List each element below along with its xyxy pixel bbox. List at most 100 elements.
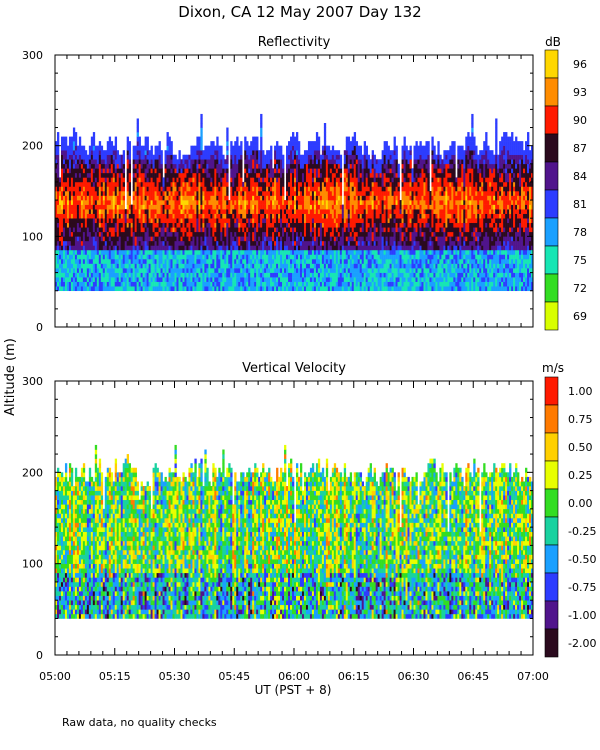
- heatmap-cell: [86, 159, 90, 165]
- heatmap-cell: [198, 163, 201, 169]
- heatmap-cell: [357, 268, 361, 273]
- heatmap-cell: [286, 200, 289, 205]
- heatmap-cell: [160, 177, 163, 183]
- heatmap-cell: [126, 141, 129, 146]
- heatmap-cell: [150, 281, 153, 287]
- heatmap-cell: [144, 209, 147, 214]
- heatmap-cell: [206, 186, 209, 192]
- heatmap-cell: [88, 186, 92, 192]
- heatmap-cell: [290, 136, 293, 142]
- heatmap-cell: [110, 249, 114, 255]
- heatmap-cell: [282, 218, 285, 224]
- heatmap-cell: [64, 177, 68, 183]
- heatmap-cell: [174, 272, 177, 278]
- heatmap-cell: [184, 181, 187, 187]
- heatmap-cell: [238, 222, 241, 228]
- heatmap-cell: [226, 249, 229, 255]
- heatmap-cell: [200, 132, 203, 137]
- heatmap-cell: [190, 272, 193, 278]
- heatmap-cell: [92, 186, 96, 192]
- heatmap-cell: [148, 177, 151, 183]
- heatmap-cell: [168, 281, 171, 287]
- heatmap-cell: [321, 245, 325, 251]
- heatmap-cell: [196, 159, 199, 165]
- heatmap-cell: [66, 227, 70, 233]
- heatmap-cell: [299, 172, 303, 178]
- heatmap-cell: [345, 168, 349, 174]
- heatmap-cell: [313, 204, 317, 210]
- heatmap-cell: [74, 141, 78, 146]
- heatmap-cell: [110, 231, 114, 237]
- heatmap-cell: [290, 186, 293, 192]
- heatmap-cell: [210, 263, 213, 269]
- heatmap-cell: [196, 177, 199, 183]
- heatmap-cell: [148, 245, 151, 251]
- heatmap-cell: [166, 227, 169, 233]
- heatmap-cell: [96, 281, 100, 287]
- heatmap-cell: [124, 245, 127, 251]
- heatmap-cell: [208, 245, 211, 251]
- heatmap-cell: [126, 245, 129, 251]
- heatmap-cell: [325, 154, 329, 160]
- heatmap-cell: [112, 268, 116, 273]
- heatmap-cell: [252, 141, 255, 146]
- heatmap-cell: [208, 181, 211, 187]
- heatmap-cell: [250, 195, 253, 201]
- heatmap-cell: [72, 209, 76, 214]
- heatmap-cell: [264, 222, 267, 228]
- heatmap-cell: [272, 227, 275, 233]
- heatmap-cell: [220, 159, 223, 165]
- heatmap-cell: [313, 200, 317, 205]
- heatmap-cell: [142, 159, 145, 165]
- heatmap-cell: [110, 218, 114, 224]
- heatmap-cell: [317, 240, 321, 246]
- heatmap-cell: [212, 245, 215, 251]
- heatmap-cell: [246, 141, 249, 146]
- heatmap-cell: [64, 136, 68, 142]
- heatmap-cell: [90, 163, 94, 169]
- heatmap-cell: [252, 277, 255, 282]
- heatmap-cell: [361, 236, 365, 242]
- heatmap-cell: [305, 186, 309, 192]
- heatmap-cell: [262, 236, 265, 242]
- heatmap-cell: [252, 154, 255, 160]
- heatmap-cell: [297, 168, 301, 174]
- heatmap-cell: [122, 231, 126, 237]
- heatmap-cell: [303, 213, 307, 219]
- heatmap-cell: [172, 186, 175, 192]
- heatmap-cell: [62, 259, 66, 264]
- heatmap-cell: [341, 204, 345, 210]
- heatmap-cell: [82, 277, 86, 282]
- heatmap-cell: [252, 186, 255, 192]
- heatmap-cell: [150, 181, 153, 187]
- heatmap-cell: [359, 191, 363, 196]
- heatmap-cell: [325, 245, 329, 251]
- heatmap-cell: [206, 154, 209, 160]
- heatmap-cell: [164, 181, 167, 187]
- heatmap-cell: [246, 154, 249, 160]
- heatmap-cell: [192, 191, 195, 196]
- heatmap-cell: [232, 259, 235, 264]
- heatmap-cell: [158, 249, 161, 255]
- heatmap-cell: [246, 159, 249, 165]
- heatmap-cell: [70, 236, 74, 242]
- heatmap-cell: [144, 240, 147, 246]
- heatmap-cell: [160, 254, 163, 260]
- heatmap-cell: [214, 145, 217, 151]
- heatmap-cell: [309, 209, 313, 214]
- heatmap-cell: [138, 240, 141, 246]
- heatmap-cell: [108, 168, 112, 174]
- heatmap-cell: [180, 240, 183, 246]
- heatmap-cell: [86, 259, 90, 264]
- heatmap-cell: [242, 209, 245, 214]
- heatmap-cell: [138, 136, 141, 142]
- heatmap-cell: [212, 177, 215, 183]
- heatmap-cell: [74, 222, 78, 228]
- heatmap-cell: [194, 159, 197, 165]
- heatmap-cell: [301, 249, 305, 255]
- heatmap-cell: [290, 286, 293, 292]
- heatmap-cell: [198, 191, 201, 196]
- heatmap-cell: [182, 249, 185, 255]
- heatmap-cell: [224, 286, 227, 292]
- heatmap-cell: [276, 227, 279, 233]
